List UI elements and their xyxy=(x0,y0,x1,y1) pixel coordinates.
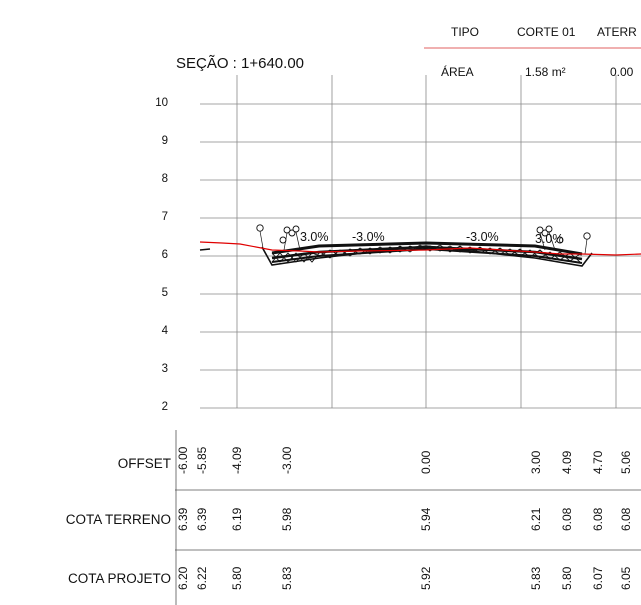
cota-terreno-value: 6.08 xyxy=(560,507,574,531)
cota-projeto-value: 5.83 xyxy=(529,566,543,590)
offset-value: 3.00 xyxy=(529,450,543,474)
offset-value: -5.85 xyxy=(195,446,209,474)
tipo-label: TIPO xyxy=(451,25,480,39)
terrain-line xyxy=(199,241,641,256)
cota-terreno-value: 6.39 xyxy=(176,507,190,531)
cota-terreno-value: 6.19 xyxy=(230,507,244,531)
slope-label: -3.0% xyxy=(466,230,499,244)
y-tick-label: 5 xyxy=(161,287,168,299)
offset-value: 4.70 xyxy=(591,450,605,474)
section-title: SEÇÃO : 1+640.00 xyxy=(176,55,304,72)
row-label-cota-terreno: COTA TERRENO xyxy=(65,512,171,527)
y-tick-label: 7 xyxy=(161,211,168,223)
cota-terreno-value: 6.08 xyxy=(591,507,605,531)
cota-terreno-value: 6.39 xyxy=(195,507,209,531)
y-tick-label: 4 xyxy=(161,325,168,337)
offset-value: 5.06 xyxy=(619,450,633,474)
cota-terreno-value: 6.21 xyxy=(529,507,543,531)
cota-projeto-value: 5.83 xyxy=(280,566,294,590)
row-label-cota-projeto: COTA PROJETO xyxy=(67,571,171,586)
cota-terreno-value: 5.98 xyxy=(280,507,294,531)
y-tick-label: 3 xyxy=(161,363,168,375)
offset-value: -6.00 xyxy=(176,446,190,474)
offset-value: 4.09 xyxy=(560,450,574,474)
y-tick-label: 2 xyxy=(161,401,168,413)
y-tick-label: 6 xyxy=(161,249,168,261)
offset-value: 0.00 xyxy=(419,450,433,474)
cota-projeto-value: 5.80 xyxy=(230,566,244,590)
corte-label: CORTE 01 xyxy=(517,25,576,39)
cota-projeto-value: 6.22 xyxy=(195,566,209,590)
row-label-offset: OFFSET xyxy=(117,456,171,471)
offset-value: -3.00 xyxy=(280,446,294,474)
road-structure xyxy=(199,241,593,267)
cota-projeto-value: 6.07 xyxy=(591,566,605,590)
cota-terreno-value: 6.08 xyxy=(619,507,633,531)
area-label: ÁREA xyxy=(441,65,474,79)
aterro-label: ATERR xyxy=(597,25,637,39)
y-tick-label: 8 xyxy=(161,173,168,185)
cota-projeto-value: 6.05 xyxy=(619,566,633,590)
cota-terreno-value: 5.94 xyxy=(419,507,433,531)
annotation-leaders xyxy=(259,230,588,255)
cota-projeto-value: 6.20 xyxy=(176,566,190,590)
slope-label: -3.0% xyxy=(352,230,385,244)
slope-label: 3.0% xyxy=(300,230,329,244)
y-tick-label: 9 xyxy=(161,135,168,147)
y-tick-label: 10 xyxy=(155,97,168,109)
cota-projeto-value: 5.92 xyxy=(419,566,433,590)
slope-label: 3.0% xyxy=(535,232,564,246)
offset-value: -4.09 xyxy=(230,446,244,474)
cota-projeto-value: 5.80 xyxy=(560,566,574,590)
corte-area-value: 1.58 m² xyxy=(525,65,566,79)
